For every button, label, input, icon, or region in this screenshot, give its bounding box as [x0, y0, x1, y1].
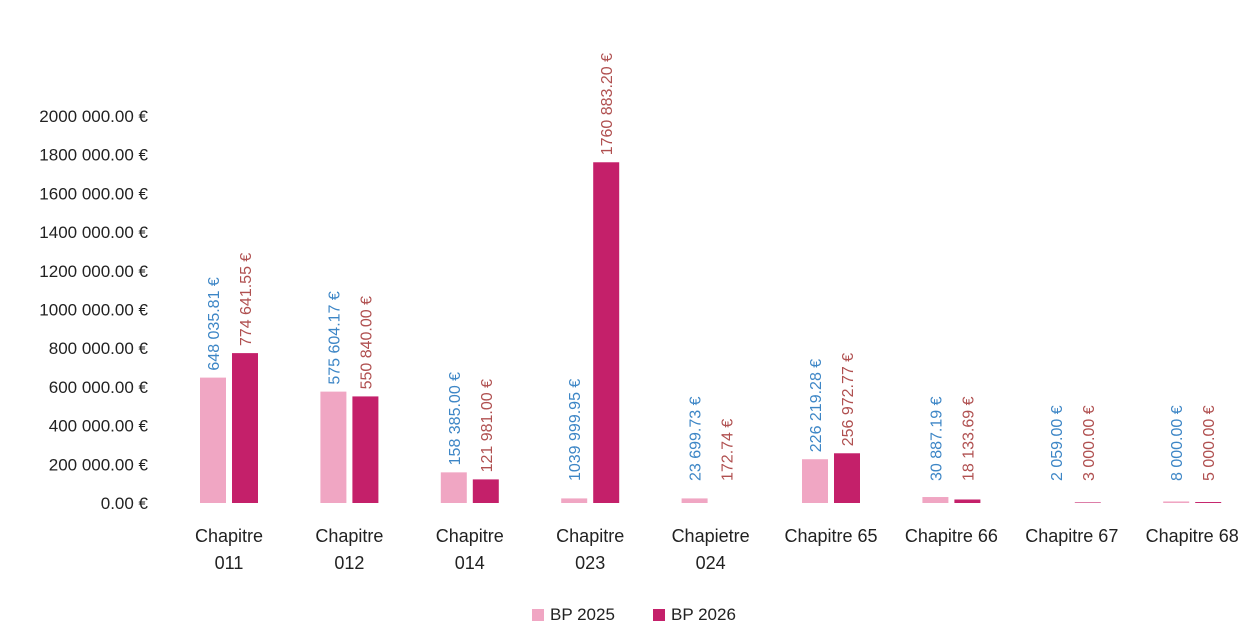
y-tick-label: 1600 000.00 €: [39, 184, 148, 203]
y-tick-label: 800 000.00 €: [49, 339, 149, 358]
data-label: 226 219.28 €: [808, 359, 825, 453]
x-category-label-line: 012: [334, 553, 364, 573]
x-category-label: Chapitre 012: [315, 526, 383, 573]
data-label: 3 000.00 €: [1081, 405, 1098, 481]
data-label: 172.74 €: [720, 419, 737, 481]
bar-bp-2026: [954, 499, 981, 503]
x-category-label: Chapitre 023: [556, 526, 624, 573]
legend-swatch: [532, 609, 544, 621]
data-label: 18 133.69 €: [960, 396, 977, 481]
x-category-label-line: Chapitre 67: [1025, 526, 1118, 546]
y-axis: 0.00 € 200 000.00 € 400 000.00 € 600 000.00…: [39, 107, 148, 513]
x-category-label-line: Chapitre: [436, 526, 504, 546]
bar-bp-2025: [200, 377, 226, 503]
x-category-label-line: Chapitre 66: [905, 526, 998, 546]
bar-bp-2025: [1163, 501, 1190, 503]
y-tick-label: 1000 000.00 €: [39, 301, 148, 320]
data-label: 8 000.00 €: [1169, 405, 1186, 481]
y-tick-label: 1800 000.00 €: [39, 146, 148, 165]
bar-bp-2025: [561, 498, 588, 503]
data-label: 30 887.19 €: [928, 396, 945, 481]
data-label: 1760 883.20 €: [599, 53, 616, 155]
x-category-label-line: 014: [455, 553, 485, 573]
x-category-label-line: Chapitre: [195, 526, 263, 546]
data-labels: 648 035.81 € 774 641.55 € 575 604.17 € 550 …: [206, 53, 1218, 481]
x-category-label: Chapitre 68: [1146, 526, 1239, 546]
data-label: 774 641.55 €: [238, 253, 255, 347]
bar-bp-2026: [593, 162, 620, 503]
bar-bp-2025: [440, 472, 467, 503]
x-category-label: Chapitre 65: [784, 526, 877, 546]
y-tick-label: 1400 000.00 €: [39, 223, 148, 242]
bar-bp-2026: [1195, 502, 1222, 503]
bar-bp-2025: [922, 497, 949, 503]
bar-bp-2026: [352, 396, 379, 503]
legend: BP 2025 BP 2026: [532, 605, 736, 624]
x-category-label-line: Chapitre 65: [784, 526, 877, 546]
y-tick-label: 600 000.00 €: [49, 378, 149, 397]
x-category-label-line: 023: [575, 553, 605, 573]
x-category-label: Chapitre 66: [905, 526, 998, 546]
x-category-label-line: Chapietre: [672, 526, 750, 546]
data-label: 1039 999.95 €: [567, 379, 584, 481]
x-category-label-line: Chapitre: [556, 526, 624, 546]
y-tick-label: 400 000.00 €: [49, 417, 149, 436]
data-label: 550 840.00 €: [358, 296, 375, 390]
data-label: 158 385.00 €: [447, 372, 464, 466]
data-label: 256 972.77 €: [840, 353, 857, 447]
bar-bp-2026: [472, 479, 499, 503]
y-tick-label: 2000 000.00 €: [39, 107, 148, 126]
x-category-label: Chapitre 011: [195, 526, 263, 573]
x-category-label-line: 024: [696, 553, 726, 573]
data-label: 23 699.73 €: [688, 396, 705, 481]
bar-bp-2026: [232, 353, 258, 503]
x-category-label: Chapietre 024: [672, 526, 750, 573]
bars: [200, 162, 1222, 503]
bar-bp-2026: [834, 453, 860, 503]
y-tick-label: 200 000.00 €: [49, 455, 149, 474]
data-label: 121 981.00 €: [479, 379, 496, 473]
x-category-label: Chapitre 67: [1025, 526, 1118, 546]
legend-label: BP 2026: [671, 605, 736, 624]
bar-bp-2025: [802, 459, 828, 503]
x-category-label-line: Chapitre: [315, 526, 383, 546]
bar-bp-2025: [320, 391, 347, 503]
bar-bp-2025: [681, 498, 708, 503]
x-category-label-line: 011: [215, 553, 244, 573]
data-label: 2 059.00 €: [1049, 405, 1066, 481]
x-category-label: Chapitre 014: [436, 526, 504, 573]
legend-label: BP 2025: [550, 605, 615, 624]
y-tick-label: 0.00 €: [101, 494, 149, 513]
data-label: 648 035.81 €: [206, 277, 223, 371]
y-tick-label: 1200 000.00 €: [39, 262, 148, 281]
x-category-label-line: Chapitre 68: [1146, 526, 1239, 546]
data-label: 5 000.00 €: [1201, 405, 1218, 481]
data-label: 575 604.17 €: [326, 291, 343, 385]
legend-swatch: [653, 609, 665, 621]
bar-bp-2026: [1074, 502, 1101, 503]
